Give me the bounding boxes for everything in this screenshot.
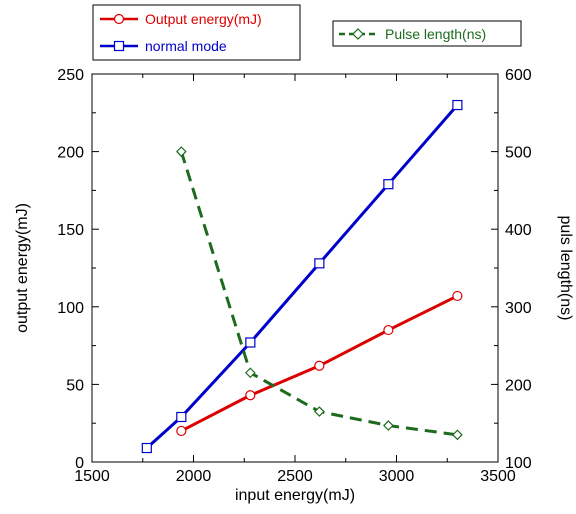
data-point-output-energy-mj xyxy=(383,324,394,336)
y2-tick-label: 600 xyxy=(505,67,532,84)
data-point-output-energy-mj xyxy=(452,290,463,302)
data-point-normal-mode xyxy=(452,99,463,111)
y-tick-label: 200 xyxy=(57,145,84,162)
plot-area xyxy=(91,73,499,463)
y2-tick-label: 300 xyxy=(505,300,532,317)
data-point-output-energy-mj xyxy=(176,425,187,437)
legend-marker-pulse-length xyxy=(352,28,364,40)
y-tick-label: 0 xyxy=(75,455,84,472)
data-point-normal-mode xyxy=(141,442,152,454)
data-point-normal-mode xyxy=(383,179,394,190)
data-point-pulse-length-ns xyxy=(314,406,325,417)
data-point-pulse-length-ns xyxy=(175,146,187,157)
y-axis-title: output energy(mJ) xyxy=(14,203,31,333)
legend-entry-normal-mode: normal mode xyxy=(100,38,227,54)
series-line-pulse-length-ns xyxy=(179,151,458,437)
y-tick-label: 150 xyxy=(57,222,84,239)
x-axis-title: input energy(mJ) xyxy=(235,487,355,504)
legend-entry-pulse-length: Pulse length(ns) xyxy=(339,26,486,42)
data-point-pulse-length-ns xyxy=(383,420,394,431)
y-tick-label: 100 xyxy=(57,300,84,317)
legend-marker-output-energy xyxy=(113,13,125,25)
legend-label-normal-mode: normal mode xyxy=(145,38,227,54)
y2-tick-label: 400 xyxy=(505,222,532,239)
legend-marker-normal-mode xyxy=(113,40,125,52)
data-point-pulse-length-ns xyxy=(244,367,256,379)
x-tick-label: 3000 xyxy=(379,468,415,485)
legend-left: Output energy(mJ) normal mode xyxy=(92,4,301,61)
legend-label-output-energy: Output energy(mJ) xyxy=(145,11,262,27)
legend-left-box xyxy=(92,4,301,61)
y2-tick-label: 200 xyxy=(505,377,532,394)
series-line-normal-mode xyxy=(145,104,459,450)
x-tick-label: 3500 xyxy=(480,468,516,485)
data-point-normal-mode xyxy=(314,258,325,269)
series-layer xyxy=(141,99,463,454)
y-tick-label: 50 xyxy=(66,377,84,394)
x-tick-label: 1500 xyxy=(74,468,110,485)
y2-axis-title: puls length(ns) xyxy=(557,216,574,321)
y2-tick-label: 500 xyxy=(505,145,532,162)
data-point-normal-mode xyxy=(176,411,187,423)
y2-tick-label: 100 xyxy=(505,455,532,472)
x-tick-label: 2000 xyxy=(176,468,212,485)
ticks-layer: 1500 2000 2500 3000 3500 0 50 100 150 200 250 100 20… xyxy=(57,67,532,485)
data-point-output-energy-mj xyxy=(245,390,256,401)
legend-entry-output-energy: Output energy(mJ) xyxy=(100,11,262,27)
legend-right: Pulse length(ns) xyxy=(332,20,522,47)
x-tick-label: 2500 xyxy=(277,468,313,485)
legend-label-pulse-length: Pulse length(ns) xyxy=(385,26,486,42)
data-point-normal-mode xyxy=(245,337,256,348)
data-point-output-energy-mj xyxy=(314,360,325,371)
data-point-pulse-length-ns xyxy=(452,429,463,441)
y-tick-label: 250 xyxy=(57,67,84,84)
